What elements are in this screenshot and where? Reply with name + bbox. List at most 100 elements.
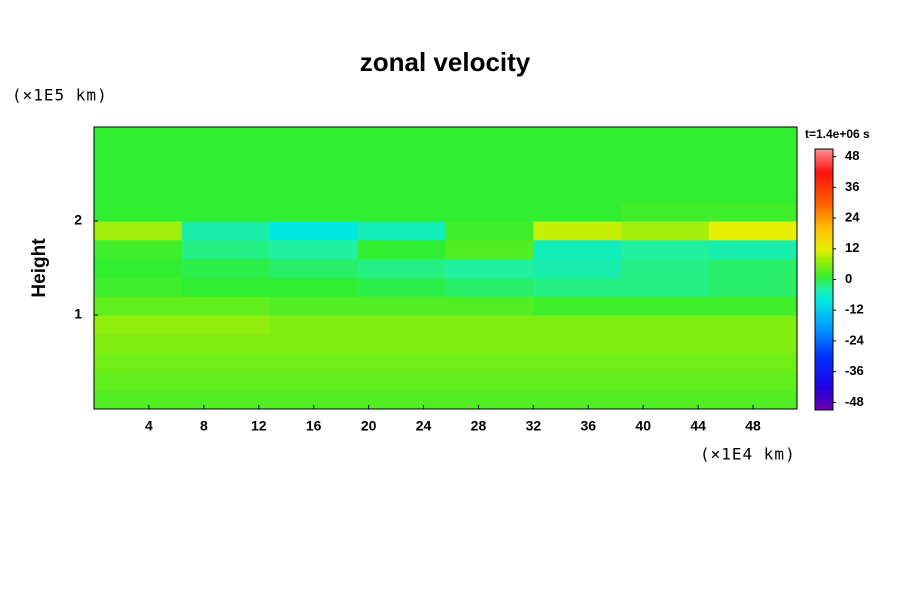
- colorbar-swatch: [815, 182, 833, 186]
- heat-cell: [709, 315, 798, 335]
- colorbar-swatch: [815, 202, 833, 206]
- heat-cell: [269, 145, 359, 166]
- heat-cell: [621, 277, 710, 297]
- heat-cell: [533, 183, 622, 203]
- heat-cell: [533, 221, 622, 241]
- colorbar-swatch: [815, 256, 833, 260]
- colorbar-swatch: [815, 169, 833, 173]
- colorbar-swatch: [815, 174, 833, 178]
- heat-cell: [533, 315, 622, 335]
- colorbar-swatch: [815, 248, 833, 252]
- colorbar-swatch: [815, 384, 833, 388]
- colorbar-swatch: [815, 279, 833, 283]
- colorbar-swatch: [815, 149, 833, 153]
- heat-cell: [709, 202, 798, 222]
- colorbar-swatch: [815, 325, 833, 329]
- heat-cell: [357, 390, 446, 410]
- colorbar-swatch: [815, 363, 833, 367]
- heat-cell: [94, 183, 183, 203]
- heat-cell: [357, 239, 446, 260]
- colorbar-swatch: [815, 315, 833, 319]
- heat-cell: [181, 352, 271, 372]
- colorbar-tick-label: -12: [845, 302, 864, 317]
- colorbar-swatch: [815, 369, 833, 373]
- colorbar-swatch: [815, 366, 833, 370]
- x-unit: (×1E4 km): [700, 445, 796, 464]
- heat-cell: [269, 371, 359, 391]
- heat-cell: [445, 221, 534, 241]
- colorbar-swatch: [815, 195, 833, 199]
- heat-cell: [94, 333, 183, 354]
- colorbar-swatch: [815, 266, 833, 270]
- x-tick-label: 28: [471, 418, 487, 434]
- heat-cell: [621, 164, 710, 184]
- heat-cell: [445, 277, 534, 297]
- colorbar-swatch: [815, 253, 833, 257]
- colorbar-swatch: [815, 351, 833, 355]
- plot-frame: [93, 126, 798, 410]
- y-tick-label: 1: [74, 306, 82, 322]
- colorbar-swatch: [815, 156, 833, 160]
- x-tick-label: 8: [200, 418, 208, 434]
- colorbar-swatch: [815, 343, 833, 347]
- heat-cell: [357, 183, 446, 203]
- colorbar-swatch: [815, 225, 833, 229]
- heat-cell: [269, 352, 359, 372]
- colorbar-swatch: [815, 307, 833, 311]
- x-tick-label: 36: [581, 418, 597, 434]
- heat-cell: [181, 333, 271, 354]
- heat-cell: [357, 296, 446, 316]
- heat-cell: [94, 390, 183, 410]
- heat-cell: [709, 221, 798, 241]
- heat-cell: [445, 202, 534, 222]
- heat-cell: [357, 127, 446, 147]
- heat-cell: [269, 202, 359, 222]
- colorbar-swatch: [815, 407, 833, 411]
- colorbar-swatch: [815, 154, 833, 158]
- colorbar-swatch: [815, 330, 833, 334]
- colorbar-swatch: [815, 151, 833, 155]
- heat-cell: [621, 315, 710, 335]
- heat-cell: [94, 296, 183, 316]
- heat-cell: [533, 127, 622, 147]
- heat-cell: [269, 127, 359, 147]
- heat-cell: [445, 127, 534, 147]
- colorbar-swatch: [815, 261, 833, 265]
- colorbar-swatch: [815, 374, 833, 378]
- colorbar-swatch: [815, 264, 833, 268]
- colorbar-swatch: [815, 358, 833, 362]
- colorbar-swatch: [815, 371, 833, 375]
- heat-cell: [621, 221, 710, 241]
- heat-cell: [269, 296, 359, 316]
- colorbar-swatch: [815, 402, 833, 406]
- colorbar-swatch: [815, 399, 833, 403]
- heat-cell: [621, 296, 710, 316]
- heat-cell: [445, 333, 534, 354]
- heat-cell: [357, 277, 446, 297]
- colorbar-swatch: [815, 177, 833, 181]
- colorbar-swatch: [815, 361, 833, 365]
- heat-cell: [621, 390, 710, 410]
- colorbar-swatch: [815, 187, 833, 191]
- heat-cell: [181, 315, 271, 335]
- heat-cell: [533, 277, 622, 297]
- heat-cell: [357, 221, 446, 241]
- colorbar-swatch: [815, 205, 833, 209]
- heat-cell: [94, 315, 183, 335]
- colorbar-swatch: [815, 230, 833, 234]
- heat-cell: [357, 258, 446, 278]
- heat-cell: [357, 315, 446, 335]
- heat-cell: [709, 164, 798, 184]
- heat-cell: [269, 183, 359, 203]
- heat-cell: [269, 258, 359, 278]
- colorbar-swatch: [815, 238, 833, 242]
- colorbar-swatch: [815, 287, 833, 291]
- heat-cell: [709, 277, 798, 297]
- colorbar-tick-label: -24: [845, 332, 865, 347]
- heat-cell: [181, 239, 271, 260]
- heat-cell: [621, 333, 710, 354]
- heat-cell: [94, 127, 183, 147]
- colorbar-swatch: [815, 299, 833, 304]
- heat-cell: [445, 352, 534, 372]
